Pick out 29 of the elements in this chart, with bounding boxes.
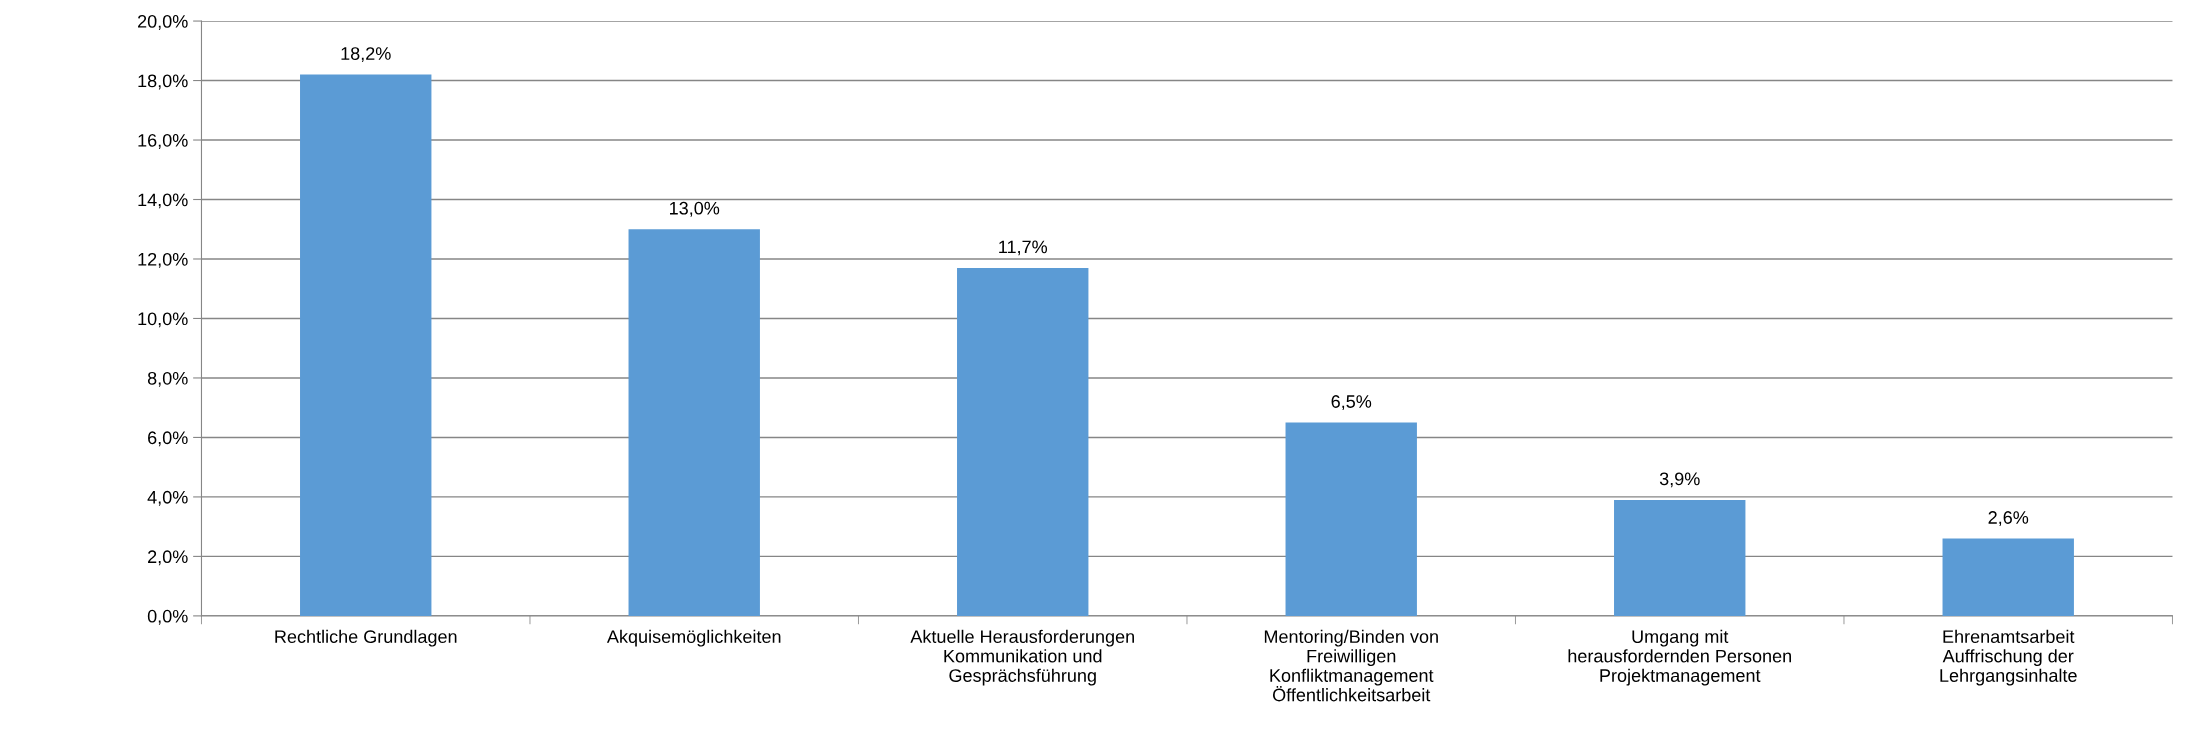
y-tick-label: 20,0% xyxy=(138,14,188,30)
x-tick-label: Mentoring/Binden von Freiwilligen Konfliktmanagement Öffentlichkeitsarbeit xyxy=(1264,629,1438,702)
y-tick-label: 16,0% xyxy=(138,133,188,149)
bar xyxy=(628,229,760,616)
y-tick-label: 18,0% xyxy=(138,74,188,90)
y-tick-label: 12,0% xyxy=(138,252,188,268)
y-tick-label: 14,0% xyxy=(138,193,188,209)
data-label: 18,2% xyxy=(341,47,391,63)
data-label: 13,0% xyxy=(670,201,720,217)
x-tick-label: Rechtliche Grundlagen xyxy=(275,629,457,647)
bar xyxy=(1942,538,2074,616)
bar xyxy=(1614,499,1746,616)
y-tick-label: 4,0% xyxy=(147,490,188,506)
bar xyxy=(300,74,432,616)
data-label: 6,5% xyxy=(1331,395,1372,411)
x-tick-label: Umgang mit herausfordernden Personen Projektmanagement xyxy=(1568,629,1791,686)
x-tick-label: Ehrenamtsarbeit Auffrischung der Lehrgangsinhalte xyxy=(1940,629,2077,686)
data-label: 3,9% xyxy=(1659,472,1700,488)
y-tick-label: 8,0% xyxy=(147,371,188,387)
x-tick-label: Aktuelle Herausforderungen Kommunikation und Gesprächsführung xyxy=(910,629,1134,686)
y-tick-label: 0,0% xyxy=(147,609,188,625)
y-tick-label: 6,0% xyxy=(148,431,188,447)
y-tick-label: 10,0% xyxy=(138,312,188,328)
data-label: 11,7% xyxy=(999,240,1048,256)
y-tick-label: 2,0% xyxy=(148,550,188,566)
bar xyxy=(957,267,1089,616)
x-tick-label: Akquisemöglichkeiten xyxy=(606,629,781,647)
bar xyxy=(1285,422,1417,616)
data-label: 2,6% xyxy=(1988,511,2029,527)
